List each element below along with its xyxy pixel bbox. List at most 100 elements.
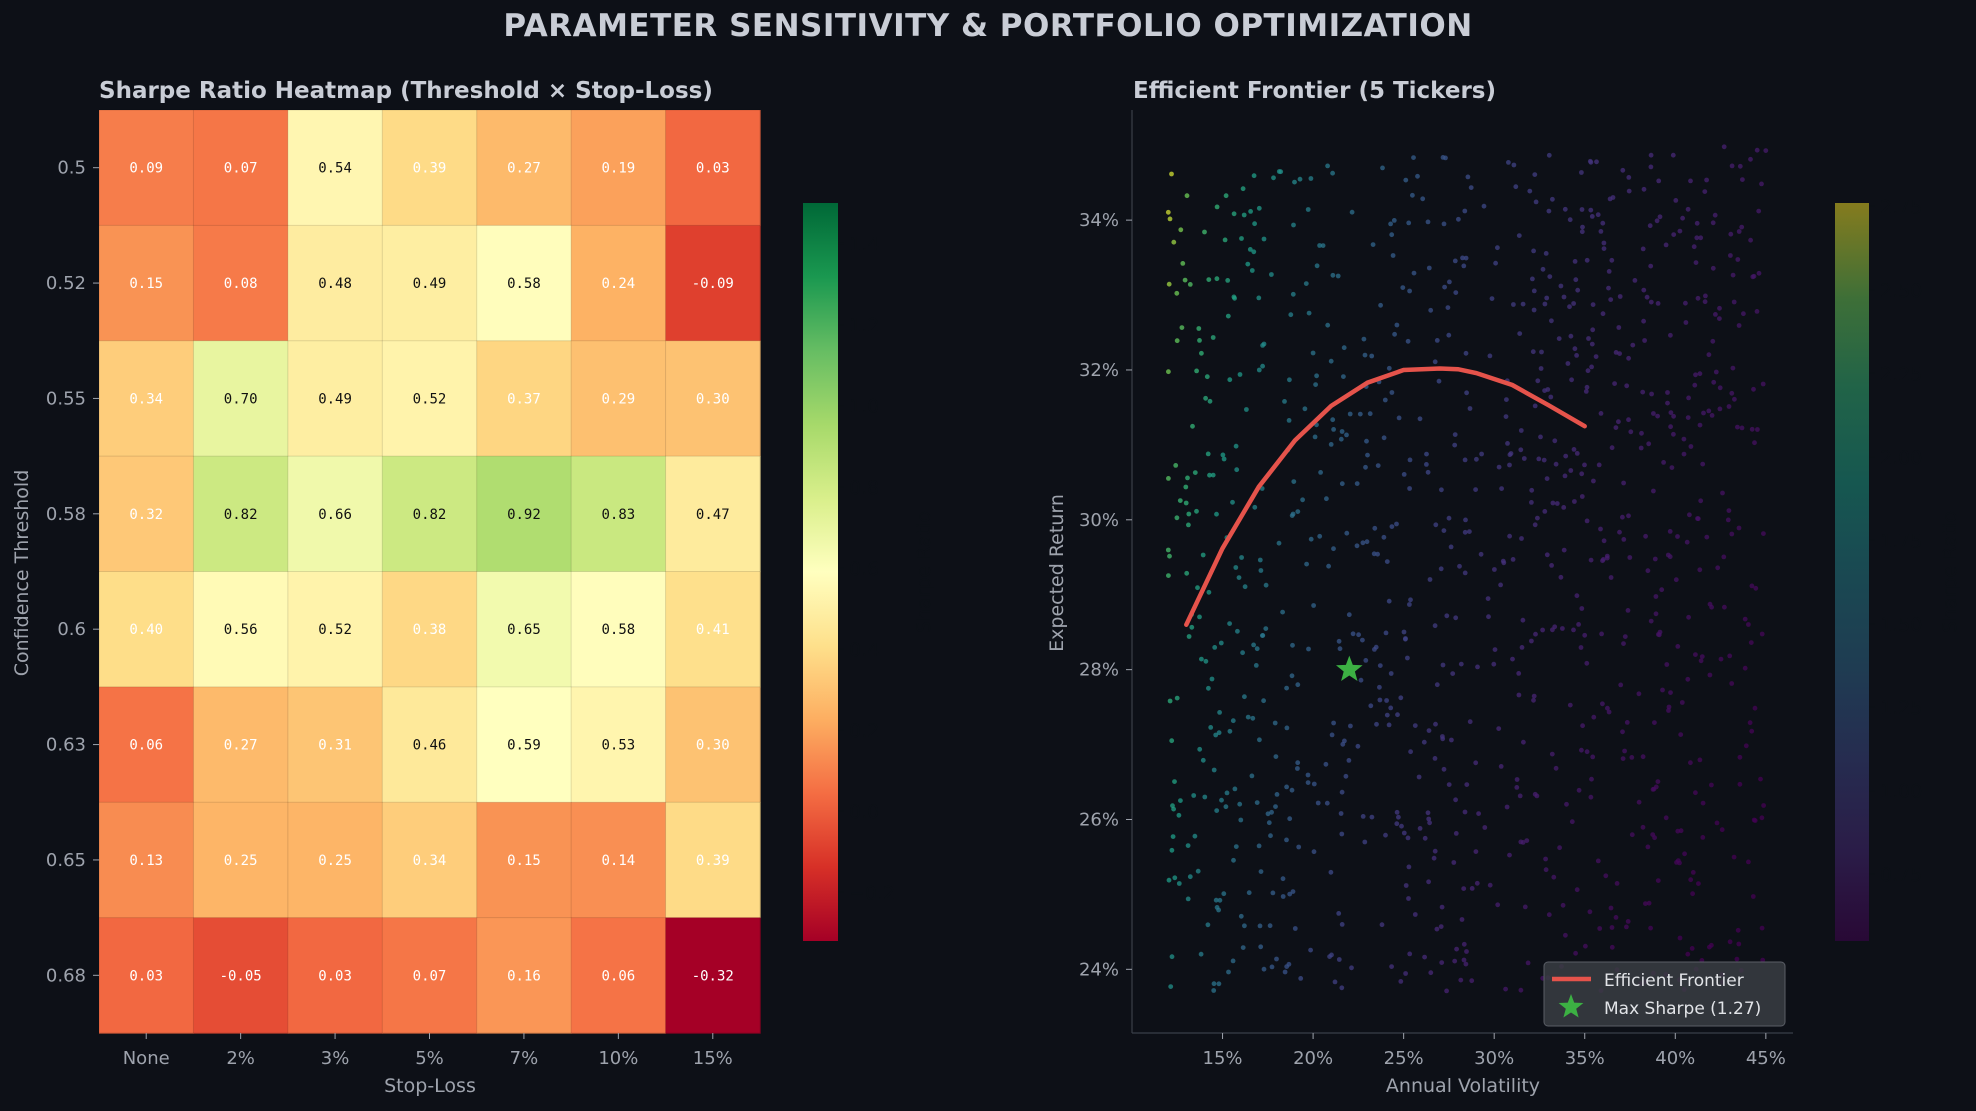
heatmap-cell [571, 456, 667, 573]
heatmap-cell [665, 456, 761, 573]
portfolio-point [1459, 917, 1465, 922]
portfolio-point [1344, 432, 1349, 438]
portfolio-point [1408, 597, 1413, 603]
heatmap-x-tick-label: 15% [693, 1048, 733, 1069]
portfolio-point [1685, 676, 1691, 682]
portfolio-point [1440, 155, 1446, 160]
portfolio-point [1653, 611, 1659, 617]
portfolio-point [1665, 400, 1670, 406]
portfolio-point [1282, 969, 1288, 975]
portfolio-point [1684, 539, 1690, 545]
portfolio-point [1280, 876, 1286, 882]
portfolio-point [1330, 417, 1336, 423]
portfolio-point [1699, 654, 1705, 659]
portfolio-point [1462, 809, 1468, 815]
heatmap-cell-label: 0.16 [507, 968, 541, 984]
portfolio-point [1589, 214, 1595, 219]
portfolio-point [1584, 518, 1590, 524]
portfolio-point [1598, 229, 1604, 234]
portfolio-point [1747, 720, 1753, 726]
heatmap-y-tick-label: 0.55 [46, 388, 86, 409]
portfolio-point [1166, 281, 1172, 287]
heatmap-cell-label: 0.52 [318, 622, 352, 638]
heatmap-cell [476, 571, 572, 688]
portfolio-point [1750, 894, 1756, 899]
portfolio-point [1276, 169, 1282, 174]
portfolio-point [1431, 855, 1437, 861]
portfolio-point [1663, 815, 1669, 821]
portfolio-point [1461, 263, 1467, 269]
portfolio-point [1613, 425, 1619, 430]
portfolio-point [1567, 217, 1573, 223]
portfolio-point [1638, 445, 1644, 451]
portfolio-point [1690, 891, 1695, 897]
portfolio-point [1739, 425, 1745, 431]
portfolio-point [1609, 257, 1615, 263]
portfolio-point [1558, 574, 1564, 580]
portfolio-point [1644, 294, 1650, 300]
portfolio-point [1166, 573, 1171, 578]
portfolio-point [1386, 598, 1392, 604]
portfolio-point [1186, 634, 1192, 639]
portfolio-point [1272, 720, 1278, 726]
heatmap-cell [382, 571, 478, 688]
portfolio-point [1289, 787, 1295, 793]
portfolio-point [1467, 406, 1473, 411]
portfolio-point [1370, 242, 1376, 248]
portfolio-point [1603, 873, 1609, 879]
portfolio-point [1531, 288, 1537, 294]
frontier-x-tick-label: 25% [1384, 1048, 1424, 1069]
portfolio-point [1650, 787, 1656, 792]
portfolio-point [1514, 785, 1520, 790]
frontier-x-axis-label: Annual Volatility [1386, 1075, 1540, 1097]
portfolio-point [1389, 964, 1394, 969]
portfolio-point [1660, 687, 1665, 693]
heatmap-cell-label: 0.13 [129, 853, 163, 869]
portfolio-point [1630, 342, 1636, 348]
portfolio-point [1236, 575, 1242, 580]
portfolio-point [1225, 313, 1231, 319]
portfolio-point [1703, 293, 1708, 299]
portfolio-point [1306, 310, 1312, 316]
portfolio-point [1620, 729, 1625, 735]
heatmap-cell [193, 686, 289, 803]
portfolio-point [1171, 239, 1177, 245]
portfolio-point [1748, 237, 1753, 243]
portfolio-point [1567, 702, 1573, 708]
portfolio-point [1444, 988, 1449, 994]
heatmap-cell [193, 340, 289, 457]
portfolio-point [1591, 714, 1597, 720]
portfolio-point [1167, 553, 1172, 559]
portfolio-point [1531, 693, 1537, 699]
heatmap-cell-label: 0.56 [224, 622, 258, 638]
portfolio-point [1221, 891, 1227, 897]
portfolio-point [1185, 475, 1190, 481]
heatmap-cell-label: 0.34 [129, 391, 163, 407]
portfolio-point [1240, 186, 1246, 192]
portfolio-point [1574, 353, 1579, 358]
portfolio-point [1616, 325, 1622, 330]
heatmap-cell-label: 0.24 [601, 276, 635, 292]
portfolio-point [1360, 814, 1366, 819]
portfolio-point [1211, 988, 1217, 993]
heatmap-cell [665, 686, 761, 803]
portfolio-point [1679, 700, 1685, 705]
portfolio-point [1525, 960, 1531, 966]
portfolio-point [1571, 447, 1577, 452]
heatmap-x-tick-label: 10% [598, 1048, 638, 1069]
portfolio-point [1740, 177, 1745, 183]
frontier-x-tick-label: 20% [1293, 1048, 1333, 1069]
portfolio-point [1651, 488, 1656, 494]
portfolio-point [1441, 221, 1447, 227]
portfolio-point [1204, 374, 1210, 380]
portfolio-point [1172, 779, 1177, 784]
portfolio-point [1354, 481, 1360, 486]
portfolio-point [1374, 721, 1379, 727]
portfolio-point [1428, 307, 1434, 313]
portfolio-point [1238, 913, 1244, 919]
portfolio-point [1715, 565, 1721, 571]
portfolio-point [1520, 617, 1526, 623]
frontier-y-tick-label: 32% [1079, 360, 1119, 381]
heatmap-y-tick-label: 0.63 [46, 735, 86, 756]
portfolio-point [1441, 528, 1447, 533]
